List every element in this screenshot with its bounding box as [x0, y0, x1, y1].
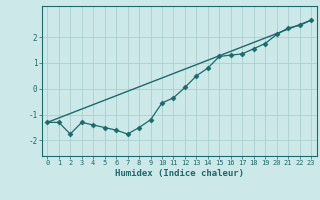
X-axis label: Humidex (Indice chaleur): Humidex (Indice chaleur) [115, 169, 244, 178]
